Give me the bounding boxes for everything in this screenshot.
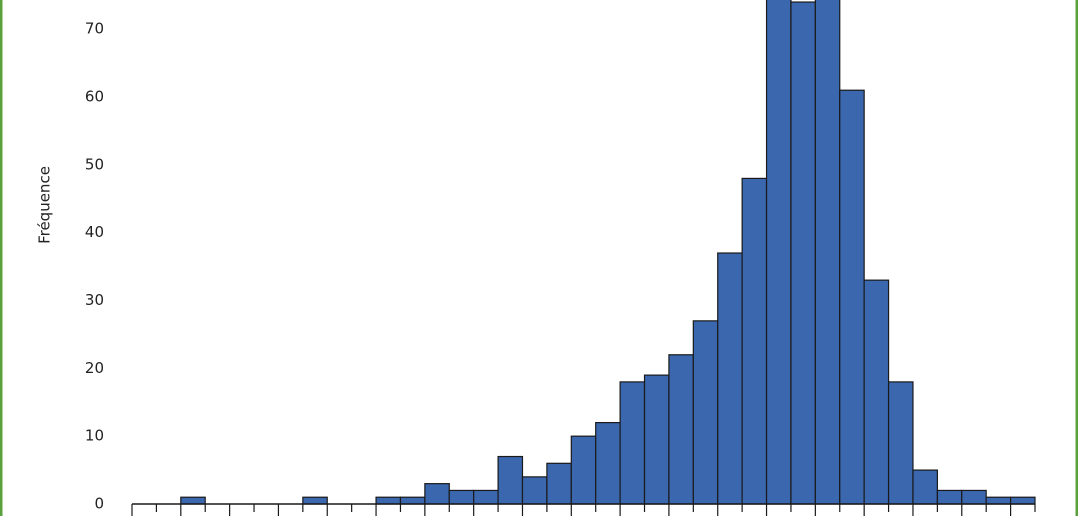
- y-tick-label: 30: [85, 291, 104, 309]
- bar: [839, 89, 865, 505]
- bar: [375, 496, 402, 505]
- bar: [668, 354, 694, 505]
- bar: [399, 496, 426, 505]
- frame-right: [1075, 0, 1078, 516]
- y-tick-label: 50: [85, 155, 104, 173]
- bar: [497, 455, 524, 505]
- bar: [448, 489, 475, 505]
- bar: [595, 422, 621, 505]
- y-axis-label: Fréquence: [36, 166, 54, 244]
- bar: [961, 489, 987, 505]
- bar: [936, 489, 963, 505]
- bar: [619, 381, 646, 505]
- y-tick-label: 40: [85, 223, 104, 241]
- bar: [180, 496, 206, 505]
- bar: [912, 469, 938, 505]
- bar: [521, 476, 548, 505]
- y-tick-label: 20: [85, 359, 104, 377]
- bar: [546, 462, 572, 505]
- frame-left: [0, 0, 3, 516]
- bar: [717, 252, 743, 505]
- bar: [570, 435, 597, 505]
- bar: [741, 177, 768, 505]
- bar: [692, 320, 719, 505]
- bar: [473, 489, 499, 505]
- bar: [643, 374, 670, 505]
- y-tick-label: 70: [85, 20, 104, 38]
- bar: [302, 496, 328, 505]
- bar: [765, 0, 792, 505]
- bar: [1009, 496, 1036, 505]
- bar: [790, 1, 816, 505]
- bar: [424, 483, 450, 505]
- y-tick-label: 0: [94, 495, 104, 513]
- bar: [863, 279, 890, 505]
- y-tick-label: 60: [85, 88, 104, 106]
- bar: [814, 0, 841, 505]
- bar: [887, 381, 914, 505]
- y-tick-label: 10: [85, 427, 104, 445]
- bar: [985, 496, 1012, 505]
